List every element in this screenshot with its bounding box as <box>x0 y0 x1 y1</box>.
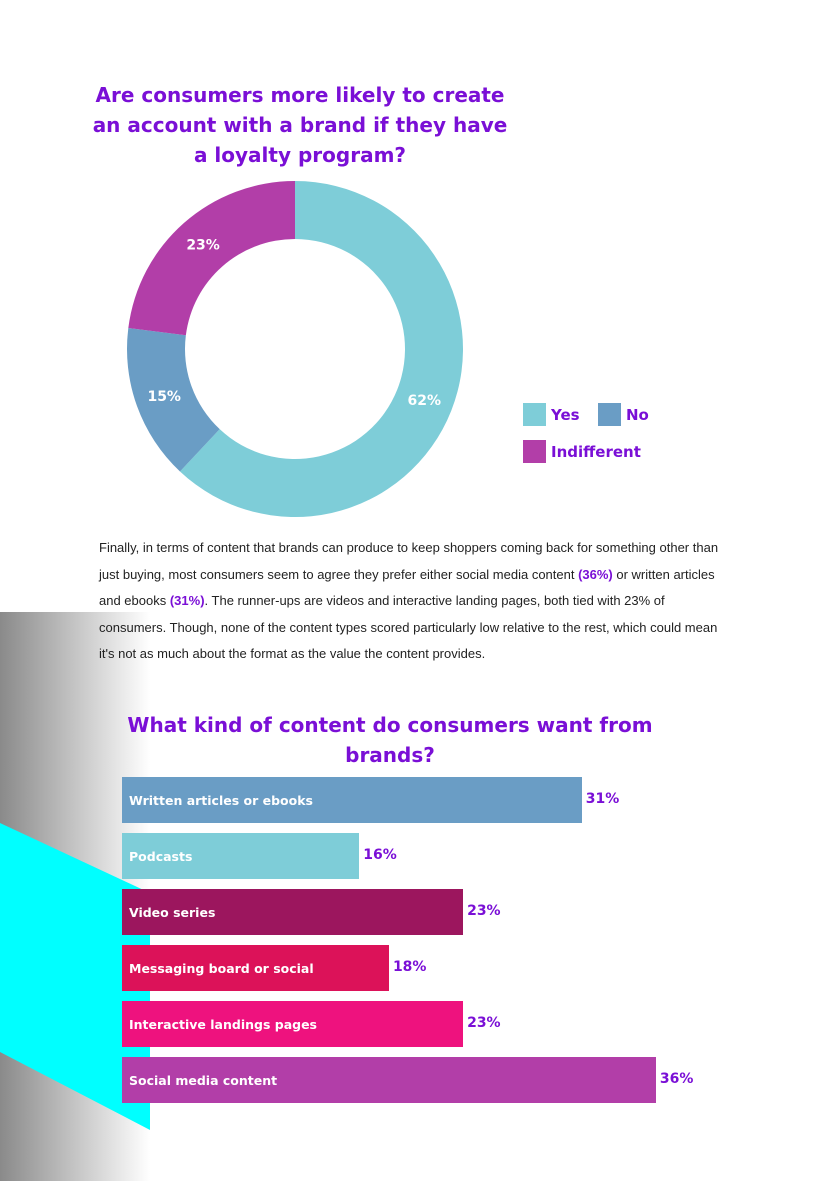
donut-slice-indifferent <box>128 181 295 336</box>
paragraph-text-2: or written articles and ebooks <box>99 566 715 609</box>
bar-value-label: 18% <box>392 959 427 975</box>
bar-value-label: 16% <box>363 847 397 863</box>
legend-item-no: No <box>598 403 649 426</box>
legend-swatch-no <box>598 403 621 426</box>
legend-swatch-yes <box>523 403 546 426</box>
legend-item-yes: Yes <box>523 403 580 426</box>
bar-label: Messaging board or social <box>129 960 314 976</box>
bar-value-label: 23% <box>467 903 501 919</box>
bar-label: Social media content <box>129 1072 278 1088</box>
legend-label-yes: Yes <box>551 405 580 424</box>
bar-2: Podcasts <box>122 833 360 879</box>
bar-label: Podcasts <box>129 848 193 864</box>
donut-label-yes: 62% <box>407 393 441 409</box>
bar-chart-title: What kind of content do consumers want f… <box>127 713 653 767</box>
paragraph-text-3: . The runner-ups are videos and interact… <box>99 593 718 662</box>
cyan-shape <box>0 823 150 1130</box>
donut-chart-title: Are consumers more likely to create an a… <box>92 83 508 167</box>
bar-6: Social media content <box>122 1057 656 1103</box>
donut-slice-no <box>127 327 220 472</box>
bar-5: Interactive landings pages <box>122 1001 464 1047</box>
donut-slice-yes <box>179 181 463 518</box>
donut-label-indifferent: 23% <box>186 238 220 254</box>
bar-1: Written articles or ebooks <box>122 777 582 823</box>
paragraph-text-1: Finally, in terms of content that brands… <box>99 540 719 582</box>
legend-swatch-indifferent <box>523 440 546 463</box>
legend-item-indifferent: Indifferent <box>523 440 641 463</box>
body-paragraph: Finally, in terms of content that brands… <box>99 535 719 668</box>
bar-value-label: 36% <box>659 1071 694 1087</box>
bar-4: Messaging board or social <box>122 945 389 991</box>
bar-3: Video series <box>122 889 464 935</box>
legend-label-indifferent: Indifferent <box>551 442 641 461</box>
donut-label-no: 15% <box>147 389 181 405</box>
bar-label: Video series <box>129 904 216 920</box>
donut-chart: 62% 15% 23% <box>127 181 463 518</box>
bar-value-label: 31% <box>585 791 620 807</box>
bar-value-label: 23% <box>467 1015 501 1031</box>
legend-label-no: No <box>626 405 649 424</box>
bar-label: Written articles or ebooks <box>129 792 313 808</box>
bar-label: Interactive landings pages <box>129 1016 317 1032</box>
paragraph-highlight-31: (31%) <box>169 593 205 609</box>
paragraph-highlight-36: (36%) <box>578 566 613 582</box>
